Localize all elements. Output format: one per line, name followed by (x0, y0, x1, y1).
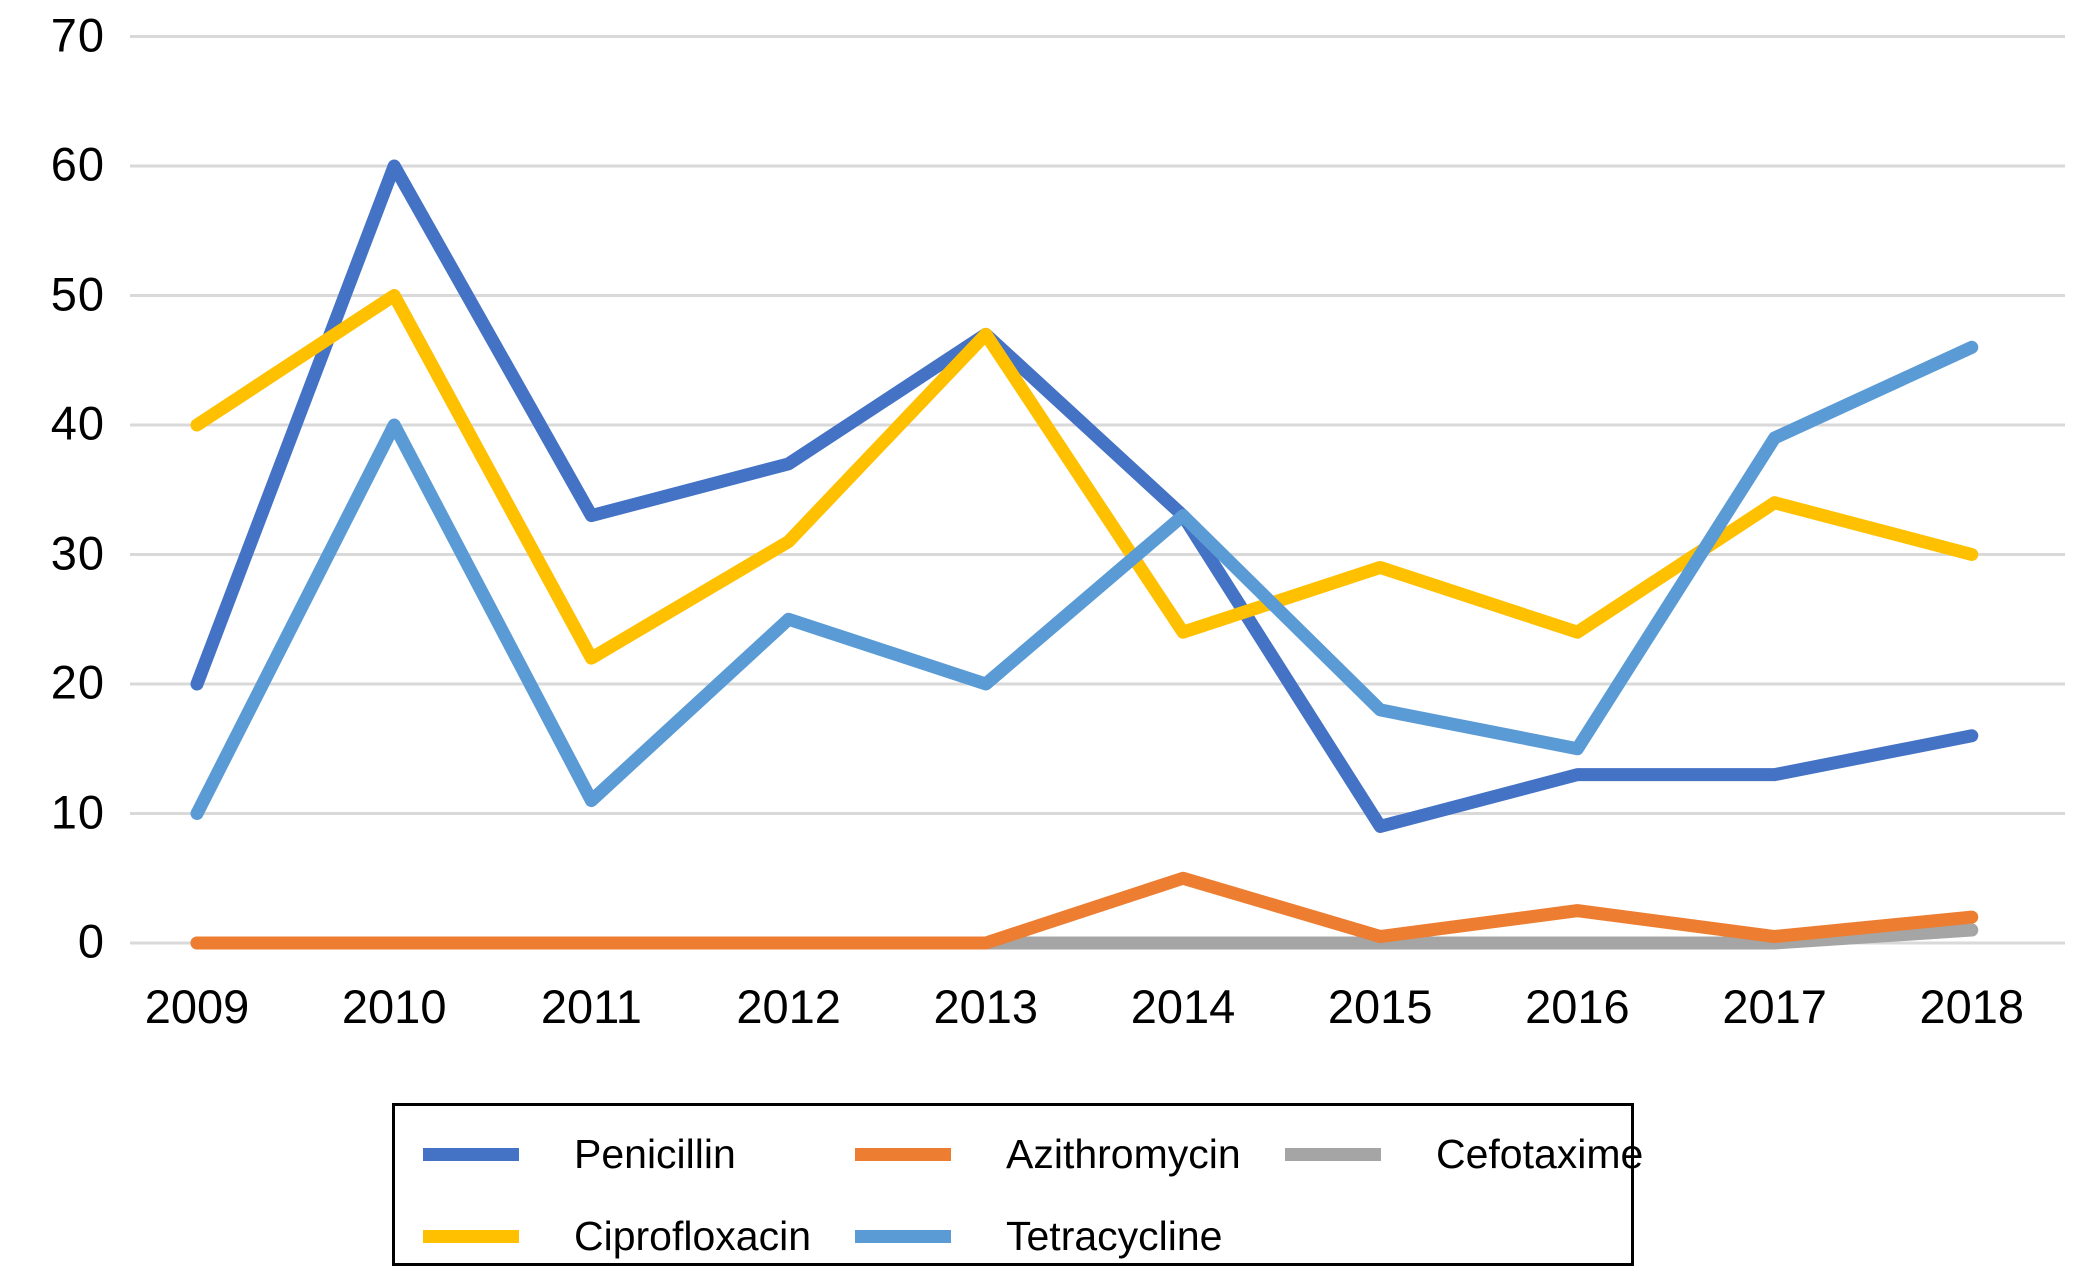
series-line-ciprofloxacin (190, 289, 1979, 665)
legend-label-ciprofloxacin: Ciprofloxacin (574, 1212, 811, 1259)
legend-item-tetracycline: Tetracycline (855, 1213, 1222, 1259)
series-line-tetracycline (190, 340, 1979, 820)
x-axis-tick-label: 2009 (144, 980, 250, 1033)
legend-label-cefotaxime: Cefotaxime (1436, 1130, 1644, 1177)
x-axis-tick-label: 2015 (1327, 980, 1433, 1033)
legend-swatch-tetracycline (855, 1229, 951, 1243)
x-axis-tick-label: 2016 (1525, 980, 1630, 1033)
series-line-azithromycin (190, 871, 1979, 950)
legend-item-ciprofloxacin: Ciprofloxacin (423, 1213, 811, 1259)
y-axis-tick-label: 30 (50, 526, 105, 580)
legend-swatch-penicillin (423, 1147, 519, 1161)
legend-item-penicillin: Penicillin (423, 1131, 736, 1177)
x-axis-tick-label: 2017 (1722, 980, 1827, 1033)
y-axis-tick-label: 60 (50, 137, 105, 191)
series-line-penicillin (190, 159, 1979, 833)
y-axis-tick-label: 20 (50, 655, 105, 709)
x-axis-tick-label: 2018 (1919, 980, 2025, 1033)
x-axis-tick-label: 2011 (540, 980, 642, 1033)
y-axis-tick-label: 50 (50, 267, 105, 321)
legend-label-penicillin: Penicillin (574, 1130, 736, 1177)
legend-label-azithromycin: Azithromycin (1006, 1130, 1241, 1177)
y-axis-tick-label: 10 (50, 785, 105, 839)
x-axis-tick-label: 2014 (1130, 980, 1236, 1033)
legend-swatch-ciprofloxacin (423, 1229, 519, 1243)
y-axis-tick-label: 70 (50, 8, 105, 62)
legend-label-tetracycline: Tetracycline (1006, 1212, 1223, 1259)
x-axis-tick-label: 2013 (933, 980, 1039, 1033)
legend-item-azithromycin: Azithromycin (855, 1131, 1241, 1177)
legend-item-cefotaxime: Cefotaxime (1285, 1131, 1643, 1177)
y-axis-tick-label: 0 (77, 914, 105, 968)
x-axis-tick-label: 2010 (341, 980, 447, 1033)
legend-swatch-azithromycin (855, 1147, 951, 1161)
y-axis-tick-label: 40 (50, 396, 105, 450)
legend-swatch-cefotaxime (1285, 1147, 1381, 1161)
x-axis-tick-label: 2012 (736, 980, 841, 1033)
legend: Penicillin Azithromycin Cefotaxime Ciproflo… (392, 1103, 1643, 1266)
